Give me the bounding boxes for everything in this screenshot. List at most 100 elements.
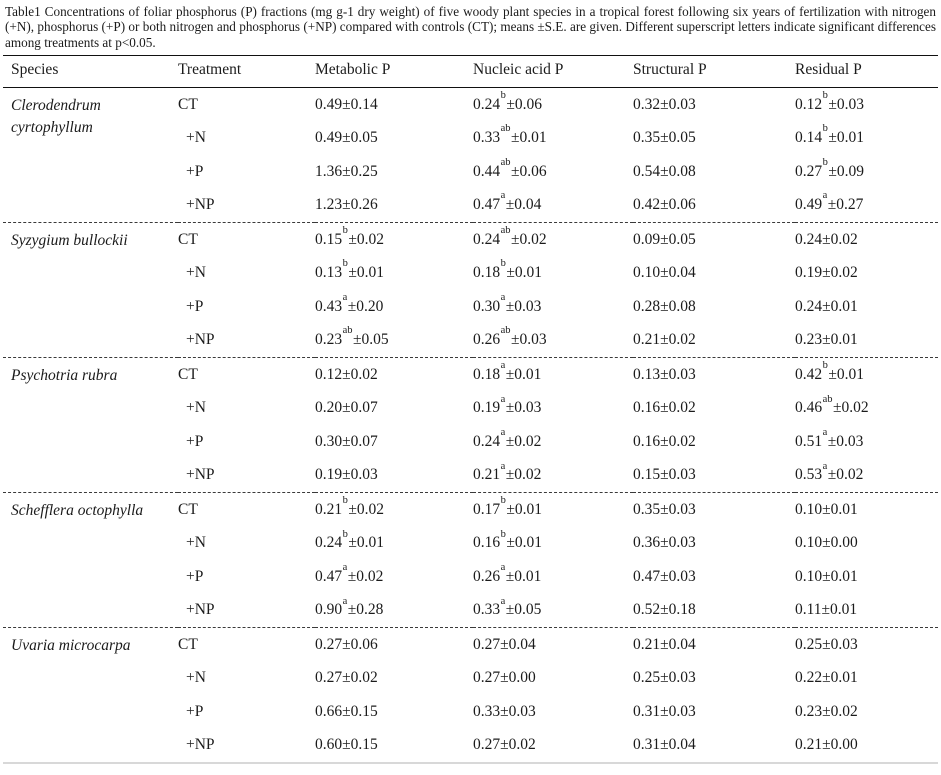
structural-p-value-cell: 0.54±0.08 [633, 162, 696, 180]
structural-p-value-cell: 0.36±0.03 [633, 534, 696, 552]
structural-p-value-cell: 0.35±0.03 [633, 491, 795, 527]
metabolic-p-value-cell: 0.47a±0.02 [315, 562, 384, 585]
metabolic-p-value-cell: 0.15b±0.02 [315, 221, 473, 257]
table-body: Clerodendrum cyrtophyllum CT 0.49±0.14 0.24… [3, 87, 938, 763]
significance-superscript: a [822, 427, 828, 439]
significance-superscript: b [822, 156, 828, 168]
table-row: +N 0.49±0.05 0.33ab±0.01 0.35±0.05 0.14b±0.0… [3, 121, 938, 155]
residual-p-value-cell: 0.53a±0.02 [795, 460, 864, 484]
nucleic-p-value-cell: 0.26ab±0.03 [473, 325, 547, 349]
structural-p-value-cell: 0.15±0.03 [633, 466, 696, 484]
residual-p-value-cell: 0.10±0.01 [795, 491, 938, 527]
treatment-cell: +NP [186, 466, 215, 484]
significance-superscript: a [500, 595, 506, 607]
nucleic-p-value-cell: 0.17b±0.01 [473, 491, 633, 527]
nucleic-p-value-cell: 0.19a±0.03 [473, 393, 542, 417]
significance-superscript: ab [500, 123, 511, 135]
treatment-cell: CT [178, 626, 315, 662]
significance-superscript: a [500, 562, 506, 574]
structural-p-value-cell: 0.16±0.02 [633, 432, 696, 450]
metabolic-p-value-cell: 0.49±0.14 [315, 95, 378, 113]
significance-superscript: a [342, 595, 348, 607]
treatment-cell: CT [178, 491, 315, 527]
metabolic-p-value-cell: 0.21b±0.02 [315, 491, 473, 527]
structural-p-value-cell: 0.31±0.04 [633, 736, 696, 754]
species-cell: Psychotria rubra [3, 356, 178, 493]
residual-p-value-cell: 0.14b±0.01 [795, 123, 865, 147]
species-cell: Schefflera octophylla [3, 491, 178, 628]
column-header-residual-p: Residual P [795, 54, 938, 88]
treatment-cell: +P [186, 162, 204, 180]
residual-p-value-cell: 0.19±0.02 [795, 264, 858, 282]
metabolic-p-value-cell: 0.49±0.05 [315, 129, 378, 147]
table-row: +P 0.66±0.15 0.33±0.03 0.31±0.03 0.23±0.02 [3, 695, 938, 729]
table-row: +P 0.43a±0.20 0.30a±0.03 0.28±0.08 0.24±0.01 [3, 290, 938, 324]
table-row: +P 0.30±0.07 0.24a±0.02 0.16±0.02 0.51a±0.03 [3, 425, 938, 459]
nucleic-p-value-cell: 0.18a±0.01 [473, 356, 633, 392]
structural-p-value-cell: 0.25±0.03 [633, 669, 696, 687]
table-row: +NP 0.19±0.03 0.21a±0.02 0.15±0.03 0.53a±0.0… [3, 458, 938, 492]
significance-superscript: a [342, 291, 348, 303]
structural-p-value-cell: 0.09±0.05 [633, 221, 795, 257]
treatment-cell: +P [186, 702, 204, 720]
residual-p-value-cell: 0.11±0.01 [795, 601, 858, 619]
nucleic-p-value-cell: 0.27±0.00 [473, 669, 536, 687]
column-header-structural-p: Structural P [633, 54, 795, 88]
nucleic-p-value-cell: 0.21a±0.02 [473, 460, 542, 484]
metabolic-p-value-cell: 0.27±0.02 [315, 669, 378, 687]
residual-p-value-cell: 0.25±0.03 [795, 626, 938, 662]
treatment-cell: +NP [186, 331, 215, 349]
phosphorus-fractions-table: Species Treatment Metabolic P Nucleic ac… [3, 54, 938, 764]
residual-p-value-cell: 0.49a±0.27 [795, 190, 864, 214]
significance-superscript: b [342, 495, 348, 507]
significance-superscript: ab [822, 393, 833, 405]
significance-superscript: b [500, 89, 506, 101]
residual-p-value-cell: 0.23±0.01 [795, 331, 858, 349]
significance-superscript: a [500, 360, 506, 371]
structural-p-value-cell: 0.32±0.03 [633, 95, 696, 113]
significance-superscript: b [342, 224, 348, 236]
structural-p-value-cell: 0.47±0.03 [633, 567, 696, 585]
nucleic-p-value-cell: 0.47a±0.04 [473, 190, 542, 214]
treatment-cell: +NP [186, 601, 215, 619]
residual-p-value-cell: 0.10±0.01 [795, 567, 858, 585]
table-row: +NP 0.23ab±0.05 0.26ab±0.03 0.21±0.02 0.23±0… [3, 323, 938, 357]
treatment-cell: CT [178, 221, 315, 257]
metabolic-p-value-cell: 0.66±0.15 [315, 702, 378, 720]
nucleic-p-value-cell: 0.30a±0.03 [473, 291, 542, 315]
metabolic-p-value-cell: 0.13b±0.01 [315, 258, 385, 282]
metabolic-p-value-cell: 0.27±0.06 [315, 626, 473, 662]
nucleic-p-value-cell: 0.33a±0.05 [473, 595, 542, 619]
species-cell: Uvaria microcarpa [3, 626, 178, 763]
metabolic-p-value-cell: 1.23±0.26 [315, 196, 378, 214]
table-header: Species Treatment Metabolic P Nucleic ac… [3, 54, 938, 88]
significance-superscript: ab [342, 325, 353, 337]
nucleic-p-value-cell: 0.33ab±0.01 [473, 123, 547, 147]
header-row: Species Treatment Metabolic P Nucleic ac… [3, 54, 938, 88]
significance-superscript: b [822, 89, 828, 101]
nucleic-p-value-cell: 0.44ab±0.06 [473, 156, 547, 180]
significance-superscript: a [342, 562, 348, 574]
treatment-cell: +N [186, 399, 206, 417]
table-row: +P 1.36±0.25 0.44ab±0.06 0.54±0.08 0.27b±0.0… [3, 155, 938, 189]
treatment-cell: +N [186, 129, 206, 147]
treatment-cell: +P [186, 567, 204, 585]
residual-p-value-cell: 0.23±0.02 [795, 702, 858, 720]
metabolic-p-value-cell: 0.30±0.07 [315, 432, 378, 450]
metabolic-p-value-cell: 0.43a±0.20 [315, 291, 384, 315]
species-cell: Clerodendrum cyrtophyllum [11, 96, 101, 137]
table-row: +N 0.24b±0.01 0.16b±0.01 0.36±0.03 0.10±0.00 [3, 526, 938, 560]
table-row: Psychotria rubra CT 0.12±0.02 0.18a±0.01 0.1… [3, 356, 938, 493]
residual-p-value-cell: 0.51a±0.03 [795, 427, 864, 450]
nucleic-p-value-cell: 0.27±0.02 [473, 736, 536, 754]
residual-p-value-cell: 0.22±0.01 [795, 669, 858, 687]
structural-p-value-cell: 0.52±0.18 [633, 601, 696, 619]
significance-superscript: a [500, 393, 506, 405]
significance-superscript: a [500, 190, 506, 202]
treatment-cell: +N [186, 669, 206, 687]
significance-superscript: a [500, 427, 506, 439]
residual-p-value-cell: 0.21±0.00 [795, 736, 858, 754]
significance-superscript: b [500, 528, 506, 540]
significance-superscript: a [822, 190, 828, 202]
